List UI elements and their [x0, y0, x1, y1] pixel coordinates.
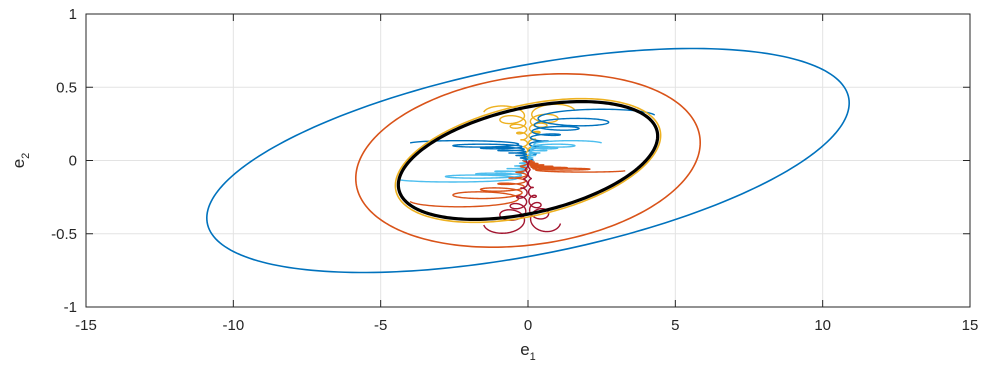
x-tick-label: 0 — [524, 317, 532, 334]
trajectory-curve — [398, 159, 529, 183]
x-tick-label: 15 — [962, 317, 979, 334]
trajectory-curve — [527, 159, 562, 233]
trajectory-curve — [409, 139, 529, 162]
x-tick-label: -10 — [222, 317, 244, 334]
x-tick-label: -5 — [374, 317, 387, 334]
x-axis-label-base: e — [520, 340, 529, 359]
ellipse-curve — [354, 73, 702, 248]
y-tick-label: -1 — [64, 299, 77, 316]
grid-lines — [85, 13, 971, 308]
x-tick-label: 5 — [671, 317, 679, 334]
x-axis-label-sub: 1 — [530, 351, 536, 363]
y-tick-label: 1 — [69, 6, 77, 23]
ellipse-curves — [206, 47, 850, 274]
x-axis-label: e1 — [520, 340, 536, 363]
trajectory-curve — [483, 105, 529, 162]
tick-marks — [85, 13, 971, 308]
y-tick-labels: -1 -0.5 0 0.5 1 — [51, 6, 77, 316]
x-tick-labels: -15 -10 -5 0 5 10 15 — [75, 317, 978, 334]
x-tick-label: 10 — [814, 317, 831, 334]
y-axis-label-base: e — [9, 159, 28, 168]
y-tick-label: 0.5 — [56, 79, 77, 96]
x-tick-label: -15 — [75, 317, 97, 334]
y-tick-label: 0 — [69, 153, 77, 170]
y-tick-label: -0.5 — [51, 226, 77, 243]
ellipse-curve — [396, 99, 660, 222]
trajectory-curve — [527, 159, 626, 173]
ellipse-curve — [394, 97, 662, 224]
trajectory-curve — [527, 108, 656, 162]
trajectory-curve — [409, 159, 529, 208]
trajectory-curve — [527, 139, 603, 162]
ellipse-curve — [206, 47, 850, 274]
y-axis-label-sub: 2 — [20, 153, 32, 159]
y-axis-label: e2 — [9, 153, 32, 169]
